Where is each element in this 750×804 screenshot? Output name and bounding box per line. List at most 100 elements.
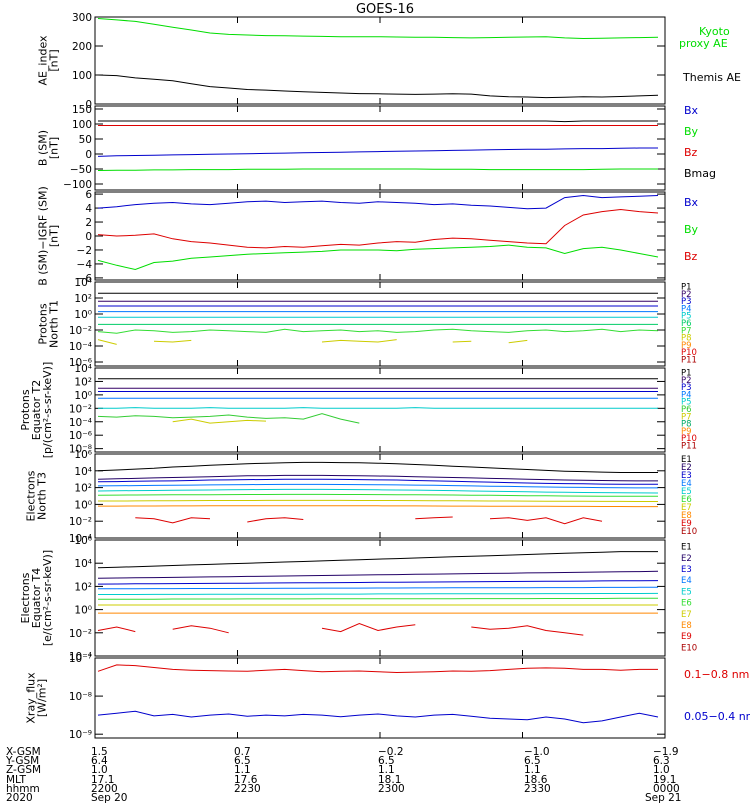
y-tick-label: 10⁻² — [69, 516, 92, 528]
series-line-E3 — [98, 581, 658, 585]
y-tick-label: −4 — [77, 259, 93, 271]
y-axis-label: [e/(cm²-s-sr-keV)] — [41, 550, 54, 646]
series-line-E5 — [98, 593, 658, 594]
y-tick-label: 10⁴ — [74, 277, 92, 289]
y-axis-label: North T3 — [36, 472, 49, 520]
legend-label: Bx — [684, 196, 699, 209]
series-line-P8 — [98, 340, 527, 345]
series-line-0.05−0.4 nm — [98, 711, 658, 723]
legend-label: P11 — [681, 355, 697, 365]
y-tick-label: 200 — [72, 41, 92, 53]
y-tick-label: 10⁴ — [74, 558, 92, 570]
y-axis-label: [nT] — [48, 137, 61, 159]
panel-frame — [95, 368, 665, 452]
series-line-Bx — [98, 196, 658, 209]
y-tick-label: 300 — [72, 12, 92, 24]
series-line-Kyoto proxy AE — [98, 19, 658, 39]
ephemeris-value: Sep 20 — [91, 792, 128, 804]
y-tick-label: 10⁻² — [69, 325, 92, 337]
series-line-E4 — [98, 587, 658, 588]
series-line-Bz — [98, 210, 658, 248]
ephemeris-value: 2230 — [234, 783, 261, 795]
ephemeris-value: Sep 21 — [645, 792, 682, 804]
ephemeris-label: 2020 — [6, 792, 33, 804]
y-tick-label: 10⁶ — [74, 449, 92, 461]
series-line-Bx — [98, 148, 658, 156]
y-tick-label: 100 — [72, 70, 92, 82]
series-line-P7 — [98, 329, 658, 333]
legend-label: E4 — [681, 576, 692, 586]
legend-label: Bz — [684, 250, 698, 263]
series-line-P7 — [173, 419, 266, 423]
series-line-By — [98, 169, 658, 171]
legend-label: Bmag — [684, 167, 716, 180]
legend-label: P11 — [681, 441, 697, 451]
legend-label: E10 — [681, 527, 697, 537]
y-tick-label: 50 — [79, 134, 92, 146]
y-tick-label: 2 — [85, 217, 92, 229]
legend-label: E2 — [681, 554, 692, 564]
y-tick-label: 10⁰ — [74, 499, 92, 511]
y-tick-label: 10² — [74, 581, 92, 593]
legend-label: Bx — [684, 104, 699, 117]
legend-label: E9 — [681, 632, 692, 642]
y-axis-label: North T1 — [48, 300, 61, 348]
y-axis-label: [W/m²] — [36, 679, 49, 717]
y-tick-label: 10² — [74, 376, 92, 388]
panel-5: 10⁻⁸10⁻⁶10⁻⁴10⁻²10⁰10²10⁴ProtonsEquator … — [19, 362, 697, 459]
y-tick-label: 10⁻⁷ — [69, 653, 92, 665]
y-tick-label: 10⁰ — [74, 390, 92, 402]
y-tick-label: −50 — [70, 164, 92, 176]
y-tick-label: 10⁰ — [74, 605, 92, 617]
y-axis-label: [nT] — [48, 225, 61, 247]
series-line-E9 — [98, 624, 583, 636]
legend-label: E1 — [681, 543, 692, 553]
legend-label: Themis AE — [682, 71, 741, 84]
y-tick-label: 150 — [72, 104, 92, 116]
panel-frame — [95, 17, 665, 104]
y-tick-label: 0 — [85, 149, 92, 161]
ephemeris-value: 2330 — [524, 783, 551, 795]
y-tick-label: 10⁻² — [69, 403, 92, 415]
legend-label: proxy AE — [679, 37, 728, 50]
series-line-Themis AE — [98, 75, 658, 98]
y-tick-label: 10⁻⁴ — [69, 417, 92, 429]
series-line-E2 — [98, 571, 658, 578]
ephemeris-value: 2300 — [378, 783, 405, 795]
legend-label: E8 — [681, 621, 692, 631]
legend-label: E6 — [681, 599, 692, 609]
panel-frame — [95, 192, 665, 280]
series-line-E6 — [98, 494, 658, 496]
legend-label: E10 — [681, 643, 697, 653]
legend-label: 0.05−0.4 nm — [684, 710, 750, 723]
y-tick-label: 4 — [85, 203, 92, 215]
legend-label: Bz — [684, 146, 698, 159]
y-tick-label: 100 — [72, 119, 92, 131]
series-line-E4 — [98, 484, 658, 488]
y-tick-label: 10⁻² — [69, 628, 92, 640]
plot-title: GOES-16 — [356, 2, 414, 17]
y-tick-label: 10⁻⁴ — [69, 341, 92, 353]
series-line-Bmag — [98, 121, 658, 122]
series-line-E7 — [98, 500, 658, 501]
y-tick-label: 10⁶ — [74, 535, 92, 547]
series-line-E9 — [135, 517, 602, 524]
series-line-P5 — [98, 408, 658, 409]
y-tick-label: 10² — [74, 483, 92, 495]
series-line-E5 — [98, 489, 658, 493]
panel-frame — [95, 106, 665, 190]
y-tick-label: 6 — [85, 189, 92, 201]
y-tick-label: 0 — [85, 231, 92, 243]
y-tick-label: 10⁻⁶ — [69, 430, 92, 442]
legend-label: By — [684, 223, 699, 236]
y-tick-label: 10⁻⁸ — [69, 691, 92, 703]
y-axis-label: [p/(cm²-s-sr-keV)] — [41, 362, 54, 459]
series-line-E8 — [98, 506, 658, 507]
y-tick-label: 10⁰ — [74, 309, 92, 321]
